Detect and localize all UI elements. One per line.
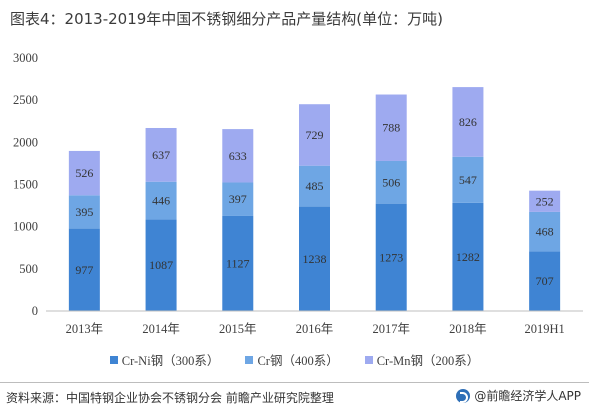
bar-segment xyxy=(375,160,407,204)
bar-segment xyxy=(222,129,254,183)
data-label: 707 xyxy=(536,274,554,288)
bar-segment xyxy=(375,203,407,311)
data-label: 729 xyxy=(306,128,324,142)
bar-segment xyxy=(145,181,177,220)
x-tick-label: 2013年 xyxy=(66,322,104,336)
brand-logo-icon xyxy=(456,388,471,403)
x-tick-label: 2016年 xyxy=(296,322,334,336)
bar-stack: 707 468 252 xyxy=(529,190,561,311)
legend: Cr-Ni钢（300系） Cr钢（400系） Cr-Mn钢（200系） xyxy=(0,350,589,369)
bar-segment xyxy=(145,219,177,311)
legend-label: Cr-Mn钢（200系） xyxy=(376,354,480,368)
legend-label: Cr-Ni钢（300系） xyxy=(121,354,220,368)
chart-title: 图表4：2013-2019年中国不锈钢细分产品产量结构(单位：万吨) xyxy=(10,10,444,28)
data-label: 547 xyxy=(459,173,477,187)
data-label: 446 xyxy=(152,194,170,208)
data-label: 1282 xyxy=(456,250,480,264)
data-label: 977 xyxy=(75,263,93,277)
y-tick-label: 0 xyxy=(32,304,38,318)
data-label: 485 xyxy=(306,179,324,193)
bar-segment xyxy=(68,150,100,196)
legend-item: Cr-Mn钢（200系） xyxy=(364,350,480,369)
bar-segment xyxy=(299,165,330,207)
bar-segment xyxy=(222,215,254,311)
bar-stack: 1282 547 826 xyxy=(452,87,484,311)
brand-label: @前瞻经济学人APP xyxy=(474,389,581,403)
data-label: 1273 xyxy=(379,250,403,264)
bar-segment xyxy=(299,104,330,166)
y-tick-label: 2000 xyxy=(13,135,38,149)
bar-segment xyxy=(529,190,561,212)
y-tick-label: 1500 xyxy=(13,178,38,192)
y-tick-label: 3000 xyxy=(13,51,38,65)
bar-segment xyxy=(68,195,100,229)
legend-swatch xyxy=(109,355,118,364)
legend-label: Cr钢（400系） xyxy=(257,354,339,368)
legend-item: Cr-Ni钢（300系） xyxy=(109,350,220,369)
x-tick-label: 2019H1 xyxy=(525,322,565,336)
bar-stack: 1127 397 633 xyxy=(222,129,254,311)
source-note: 资料来源：中国特钢企业协会不锈钢分会 前瞻产业研究院整理 xyxy=(6,391,334,405)
data-label: 252 xyxy=(536,194,554,208)
legend-item: Cr钢（400系） xyxy=(245,350,339,369)
y-axis: 0 500 1000 1500 2000 2500 3000 xyxy=(13,51,38,318)
y-tick-label: 500 xyxy=(19,262,38,276)
legend-swatch xyxy=(245,355,254,364)
divider xyxy=(0,382,589,383)
data-label: 637 xyxy=(152,148,170,162)
bar-stack: 1238 485 729 xyxy=(299,104,330,311)
data-label: 506 xyxy=(382,175,400,189)
bar-segment xyxy=(375,94,407,161)
bars: 9773955261087446637112739763312384857291… xyxy=(68,87,561,311)
data-label: 788 xyxy=(382,121,400,135)
data-label: 633 xyxy=(229,149,247,163)
bar-segment xyxy=(452,156,484,203)
bar-segment xyxy=(529,211,561,252)
bar-segment xyxy=(68,228,100,311)
x-tick-label: 2018年 xyxy=(449,322,487,336)
data-label: 395 xyxy=(75,205,93,219)
data-label: 1238 xyxy=(303,252,327,266)
bar-segment xyxy=(299,206,330,311)
y-tick-label: 1000 xyxy=(13,220,38,234)
bar-segment xyxy=(145,127,177,182)
x-axis: 2013年 2014年 2015年 2016年 2017年 2018年 2019H1 xyxy=(46,310,583,336)
data-label: 1087 xyxy=(149,258,173,272)
x-tick-label: 2014年 xyxy=(142,322,180,336)
bar-segment xyxy=(529,251,561,311)
bar-stack: 977 395 526 xyxy=(68,150,100,311)
legend-swatch xyxy=(364,355,373,364)
bar-stack: 1273 506 788 xyxy=(375,94,407,311)
bar-stack: 1087 446 637 xyxy=(145,127,177,311)
data-label: 1127 xyxy=(226,256,250,270)
data-label: 397 xyxy=(229,192,247,206)
x-tick-label: 2015年 xyxy=(219,322,257,336)
data-label: 468 xyxy=(536,225,554,239)
y-tick-label: 2500 xyxy=(13,93,38,107)
x-tick-label: 2017年 xyxy=(372,322,410,336)
data-label: 826 xyxy=(459,115,477,129)
bar-segment xyxy=(452,87,484,157)
brand-tag: @前瞻经济学人APP xyxy=(456,387,581,404)
bar-segment xyxy=(452,202,484,311)
bar-segment xyxy=(222,182,254,216)
stacked-bar-chart: 0 500 1000 1500 2000 2500 3000 977 395 526 1087 44… xyxy=(13,51,583,336)
data-label: 526 xyxy=(75,166,93,180)
